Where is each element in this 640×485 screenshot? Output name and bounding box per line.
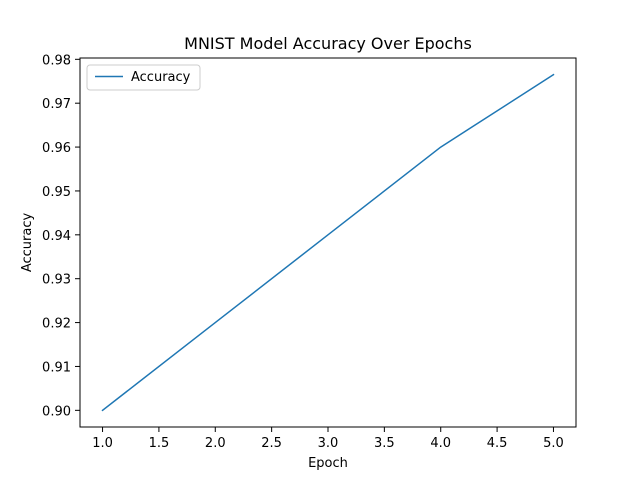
- y-tick-label: 0.93: [42, 273, 71, 288]
- x-tick-label: 1.5: [149, 436, 170, 451]
- x-tick-label: 2.0: [205, 436, 226, 451]
- y-tick-label: 0.97: [42, 97, 71, 112]
- data-point: [553, 74, 555, 76]
- plot-area: 1.0 1.5 2.0 2.5 3.0 3.5 4.0 4.5 5.0 0.90 0.91 0.92…: [42, 53, 577, 451]
- data-point: [102, 410, 104, 412]
- x-axis-label: Epoch: [308, 456, 348, 471]
- series-line-accuracy: [101, 73, 555, 412]
- series-layer: [101, 73, 555, 412]
- y-axis-ticks: 0.90 0.91 0.92 0.93 0.94 0.95 0.96 0.97 0.98: [42, 53, 80, 419]
- chart-title: MNIST Model Accuracy Over Epochs: [184, 34, 472, 53]
- data-point: [440, 146, 442, 148]
- legend: Accuracy: [86, 64, 201, 91]
- x-tick-label: 3.5: [374, 436, 395, 451]
- x-tick-label: 1.0: [92, 436, 113, 451]
- x-tick-label: 4.5: [487, 436, 508, 451]
- y-tick-label: 0.90: [42, 404, 71, 419]
- legend-box: [86, 64, 201, 91]
- y-tick-label: 0.91: [42, 360, 71, 375]
- x-tick-label: 5.0: [543, 436, 564, 451]
- y-tick-label: 0.95: [42, 185, 71, 200]
- y-tick-label: 0.98: [42, 53, 71, 68]
- y-tick-label: 0.92: [42, 317, 71, 332]
- x-axis-ticks: 1.0 1.5 2.0 2.5 3.0 3.5 4.0 4.5 5.0: [92, 427, 564, 451]
- data-point: [214, 322, 216, 324]
- y-tick-label: 0.94: [42, 229, 71, 244]
- y-axis-label: Accuracy: [20, 213, 35, 273]
- data-point: [327, 234, 329, 236]
- x-tick-label: 3.0: [318, 436, 339, 451]
- legend-label-accuracy: Accuracy: [131, 70, 191, 85]
- x-tick-label: 4.0: [430, 436, 451, 451]
- y-tick-label: 0.96: [42, 141, 71, 156]
- x-tick-label: 2.5: [261, 436, 282, 451]
